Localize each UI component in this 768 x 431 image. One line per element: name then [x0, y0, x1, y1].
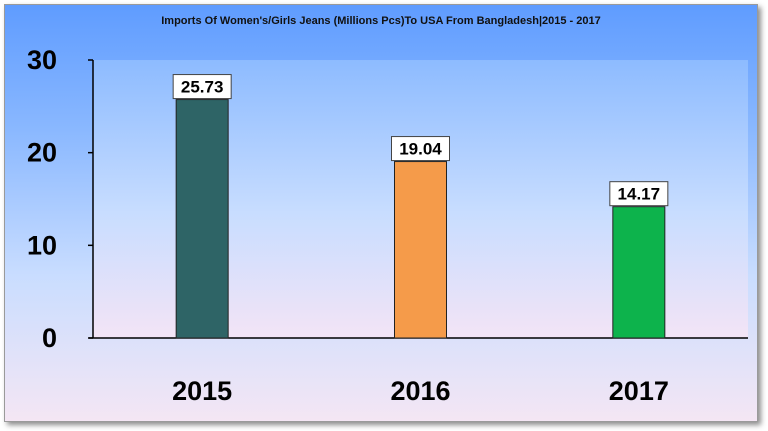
bar-2017: [612, 206, 666, 339]
data-label: 19.04: [399, 140, 442, 159]
data-label-box: [391, 136, 450, 162]
data-labels: 25.73 19.04 14.17: [172, 74, 669, 207]
chart-title: Imports Of Women's/Girls Jeans (Millions…: [161, 15, 601, 27]
x-tick-label: 2016: [390, 376, 450, 406]
data-label-box: [609, 181, 669, 207]
y-tick-label: 30: [27, 45, 57, 75]
data-label: 14.17: [618, 185, 661, 204]
bars: [175, 99, 666, 339]
bar-2016: [394, 161, 447, 339]
data-label: 25.73: [181, 78, 224, 97]
x-tick-label: 2017: [609, 376, 669, 406]
x-tick-label: 2015: [172, 376, 232, 406]
y-tick-label: 10: [27, 230, 57, 260]
y-tick-label: 20: [27, 138, 57, 168]
bar-chart: Imports Of Women's/Girls Jeans (Millions…: [27, 15, 748, 406]
chart-frame: Imports Of Women's/Girls Jeans (Millions…: [4, 4, 758, 422]
y-tick-label: 0: [42, 323, 57, 353]
bar-2015: [175, 99, 229, 339]
data-label-box: [172, 74, 232, 100]
